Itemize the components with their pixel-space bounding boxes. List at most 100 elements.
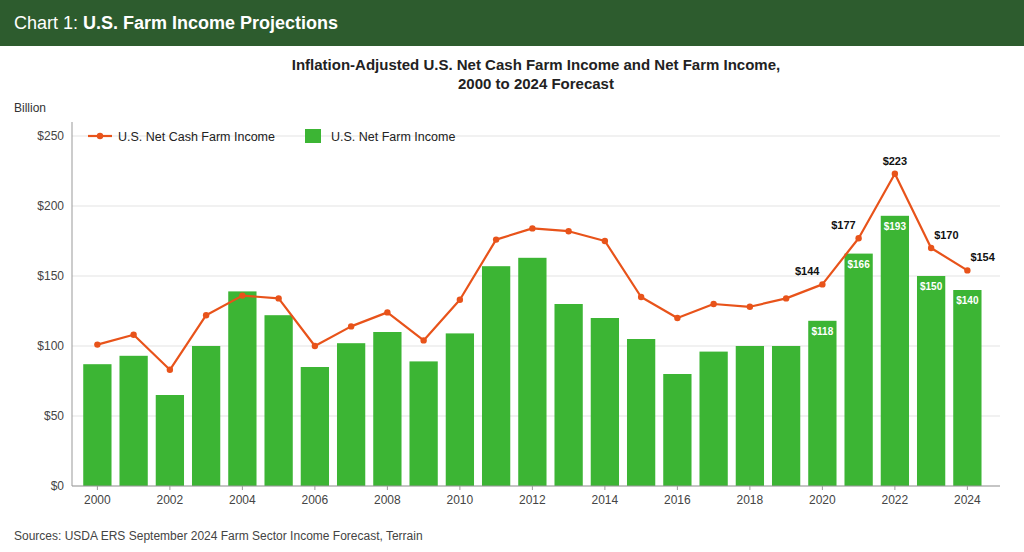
- line-point: [457, 297, 463, 303]
- line-point: [529, 225, 535, 231]
- x-tick-label: 2000: [84, 493, 111, 507]
- y-label: Billion: [14, 101, 46, 115]
- legend: U.S. Net Cash Farm Income U.S. Net Farm I…: [88, 129, 455, 144]
- bar: [446, 333, 474, 486]
- x-tick: [532, 486, 533, 490]
- bar: [554, 304, 582, 486]
- x-axis-line: [72, 486, 1000, 487]
- x-tick-label: 2012: [519, 493, 546, 507]
- title-line: Inflation-Adjusted U.S. Net Cash Farm In…: [292, 56, 780, 73]
- line-label: $223: [883, 155, 907, 167]
- legend-swatch: [305, 129, 321, 143]
- line-point: [928, 245, 934, 251]
- y-tick-label: $200: [37, 199, 64, 213]
- x-tick: [894, 486, 895, 490]
- x-tick-label: 2004: [229, 493, 256, 507]
- y-tick-label: $150: [37, 269, 64, 283]
- line-label: $144: [795, 265, 820, 277]
- line-point: [312, 343, 318, 349]
- x-tick: [242, 486, 243, 490]
- bar-label: $150: [920, 281, 943, 292]
- line-point: [747, 304, 753, 310]
- line-point: [892, 171, 898, 177]
- bar: [264, 315, 292, 486]
- y-grid: [72, 136, 1000, 486]
- y-tick-label: $50: [44, 409, 64, 423]
- x-tick-label: 2024: [954, 493, 981, 507]
- line-point: [275, 295, 281, 301]
- bar: [409, 361, 437, 486]
- bar: [663, 374, 691, 486]
- x-tick-label: 2014: [592, 493, 619, 507]
- line-point: [420, 337, 426, 343]
- bar: [736, 346, 764, 486]
- bar: [627, 339, 655, 486]
- legend-marker: [97, 133, 103, 139]
- line-point: [167, 367, 173, 373]
- line-point: [964, 267, 970, 273]
- x-tick: [97, 486, 98, 490]
- bar: [808, 321, 836, 486]
- x-tick: [169, 486, 170, 490]
- bar: [373, 332, 401, 486]
- x-tick-label: 2010: [447, 493, 474, 507]
- chart: Chart 1: U.S. Farm Income Projections Inf…: [0, 0, 1024, 552]
- line-label: $177: [831, 219, 855, 231]
- bar-label: $140: [956, 295, 979, 306]
- bar: [119, 356, 147, 486]
- x-tick: [314, 486, 315, 490]
- legend-item: U.S. Net Farm Income: [305, 129, 455, 144]
- grid-line: [72, 486, 1000, 487]
- x-tick: [822, 486, 823, 490]
- x-tick-label: 2022: [882, 493, 909, 507]
- line-point: [384, 309, 390, 315]
- x-tick: [749, 486, 750, 490]
- bar: [83, 364, 111, 486]
- line-point: [203, 312, 209, 318]
- line-point: [602, 238, 608, 244]
- bar: [482, 266, 510, 486]
- y-tick-label: $100: [37, 339, 64, 353]
- y-axis-line: [72, 122, 73, 486]
- bar: [301, 367, 329, 486]
- line: [97, 174, 967, 370]
- grid-line: [72, 206, 1000, 207]
- x-tick-label: 2018: [737, 493, 764, 507]
- bar-label: $166: [848, 259, 871, 270]
- x-tick-label: 2002: [157, 493, 184, 507]
- bar: [844, 254, 872, 486]
- y-tick-label: $0: [51, 479, 65, 493]
- x-tick: [387, 486, 388, 490]
- bar: [156, 395, 184, 486]
- header-bar: [0, 0, 1024, 46]
- line-point: [674, 315, 680, 321]
- bar: [228, 291, 256, 486]
- line-point: [239, 292, 245, 298]
- data-labels: $118$166$193$150$140$144$177$223$170$154: [795, 155, 996, 337]
- bar: [192, 346, 220, 486]
- line-point: [855, 235, 861, 241]
- legend-label: U.S. Net Farm Income: [331, 130, 455, 144]
- header-part: U.S. Farm Income Projections: [83, 13, 338, 33]
- bar: [591, 318, 619, 486]
- bar: [917, 276, 945, 486]
- x-tick: [459, 486, 460, 490]
- bar: [953, 290, 981, 486]
- x-tick: [604, 486, 605, 490]
- title-line: 2000 to 2024 Forecast: [458, 75, 614, 92]
- bar: [881, 216, 909, 486]
- x-tick: [967, 486, 968, 490]
- header: Chart 1: U.S. Farm Income Projections: [14, 13, 338, 33]
- header-part: Chart 1:: [14, 13, 83, 33]
- line-point: [94, 341, 100, 347]
- bar-label: $193: [884, 221, 907, 232]
- bar: [772, 346, 800, 486]
- title: Inflation-Adjusted U.S. Net Cash Farm In…: [292, 56, 780, 92]
- y-tick-label: $250: [37, 129, 64, 143]
- line-point: [565, 228, 571, 234]
- bar: [699, 352, 727, 486]
- line-point: [130, 332, 136, 338]
- x-tick: [677, 486, 678, 490]
- x-tick-label: 2008: [374, 493, 401, 507]
- legend-label: U.S. Net Cash Farm Income: [118, 130, 275, 144]
